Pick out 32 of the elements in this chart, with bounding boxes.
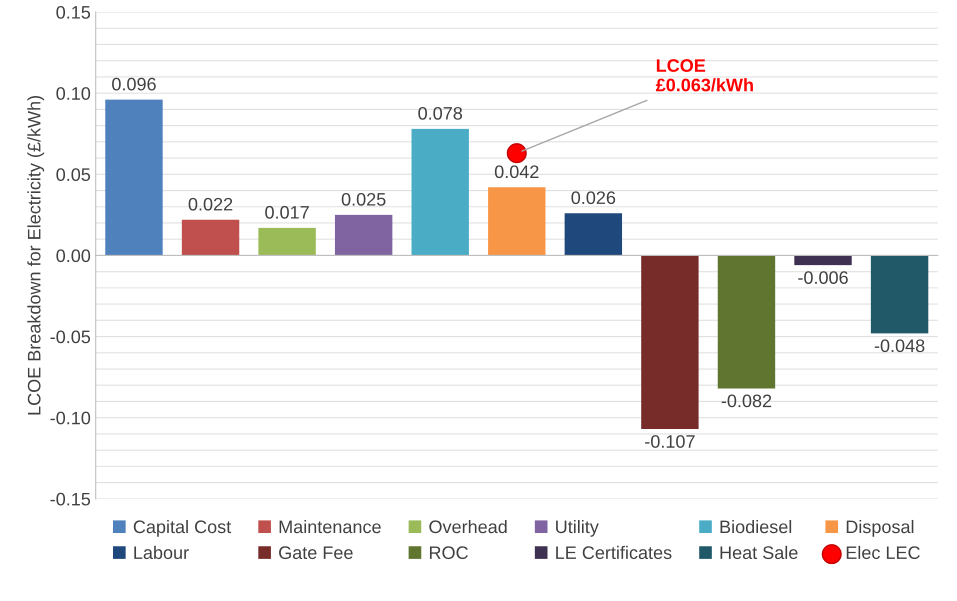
data-label: -0.107 (645, 435, 695, 448)
y-tick-label: -0.10 (50, 412, 90, 424)
legend-label: Utility (556, 520, 599, 537)
y-tick-label: 0.05 (56, 168, 90, 182)
y-tick-label: -0.15 (50, 492, 90, 506)
y-axis-title: LCOE Breakdown for Electricity (£/kWh) (27, 96, 44, 414)
data-label: 0.017 (265, 206, 309, 219)
legend-label: Gate Fee (279, 546, 353, 560)
legend-label: Maintenance (280, 520, 381, 534)
data-label: 0.026 (571, 191, 616, 204)
y-tick-label: 0.00 (56, 249, 90, 262)
y-tick-label: 0.10 (56, 87, 90, 100)
legend-label: Elec LEC (846, 546, 920, 560)
data-label: 0.022 (188, 198, 232, 211)
legend-label: Disposal (846, 520, 914, 537)
data-label: -0.048 (874, 339, 924, 352)
data-label: -0.082 (722, 394, 772, 408)
legend-label: LE Certificates (556, 546, 672, 560)
y-tick-label: -0.05 (50, 330, 90, 344)
legend-label: Capital Cost (134, 520, 232, 537)
annotation: LCOE £0.063/kWh (656, 59, 753, 92)
data-label: 0.096 (112, 78, 156, 91)
legend-label: Heat Sale (720, 546, 798, 560)
data-label: 0.078 (418, 106, 462, 120)
legend-label: Overhead (429, 520, 507, 534)
data-label: 0.025 (342, 192, 386, 206)
legend-label: Labour (134, 546, 189, 560)
data-label: 0.042 (494, 165, 538, 178)
y-tick-label: 0.15 (56, 6, 90, 19)
legend-label: ROC (430, 546, 468, 560)
legend-label: Biodiesel (720, 520, 792, 534)
data-label: -0.006 (798, 271, 848, 284)
